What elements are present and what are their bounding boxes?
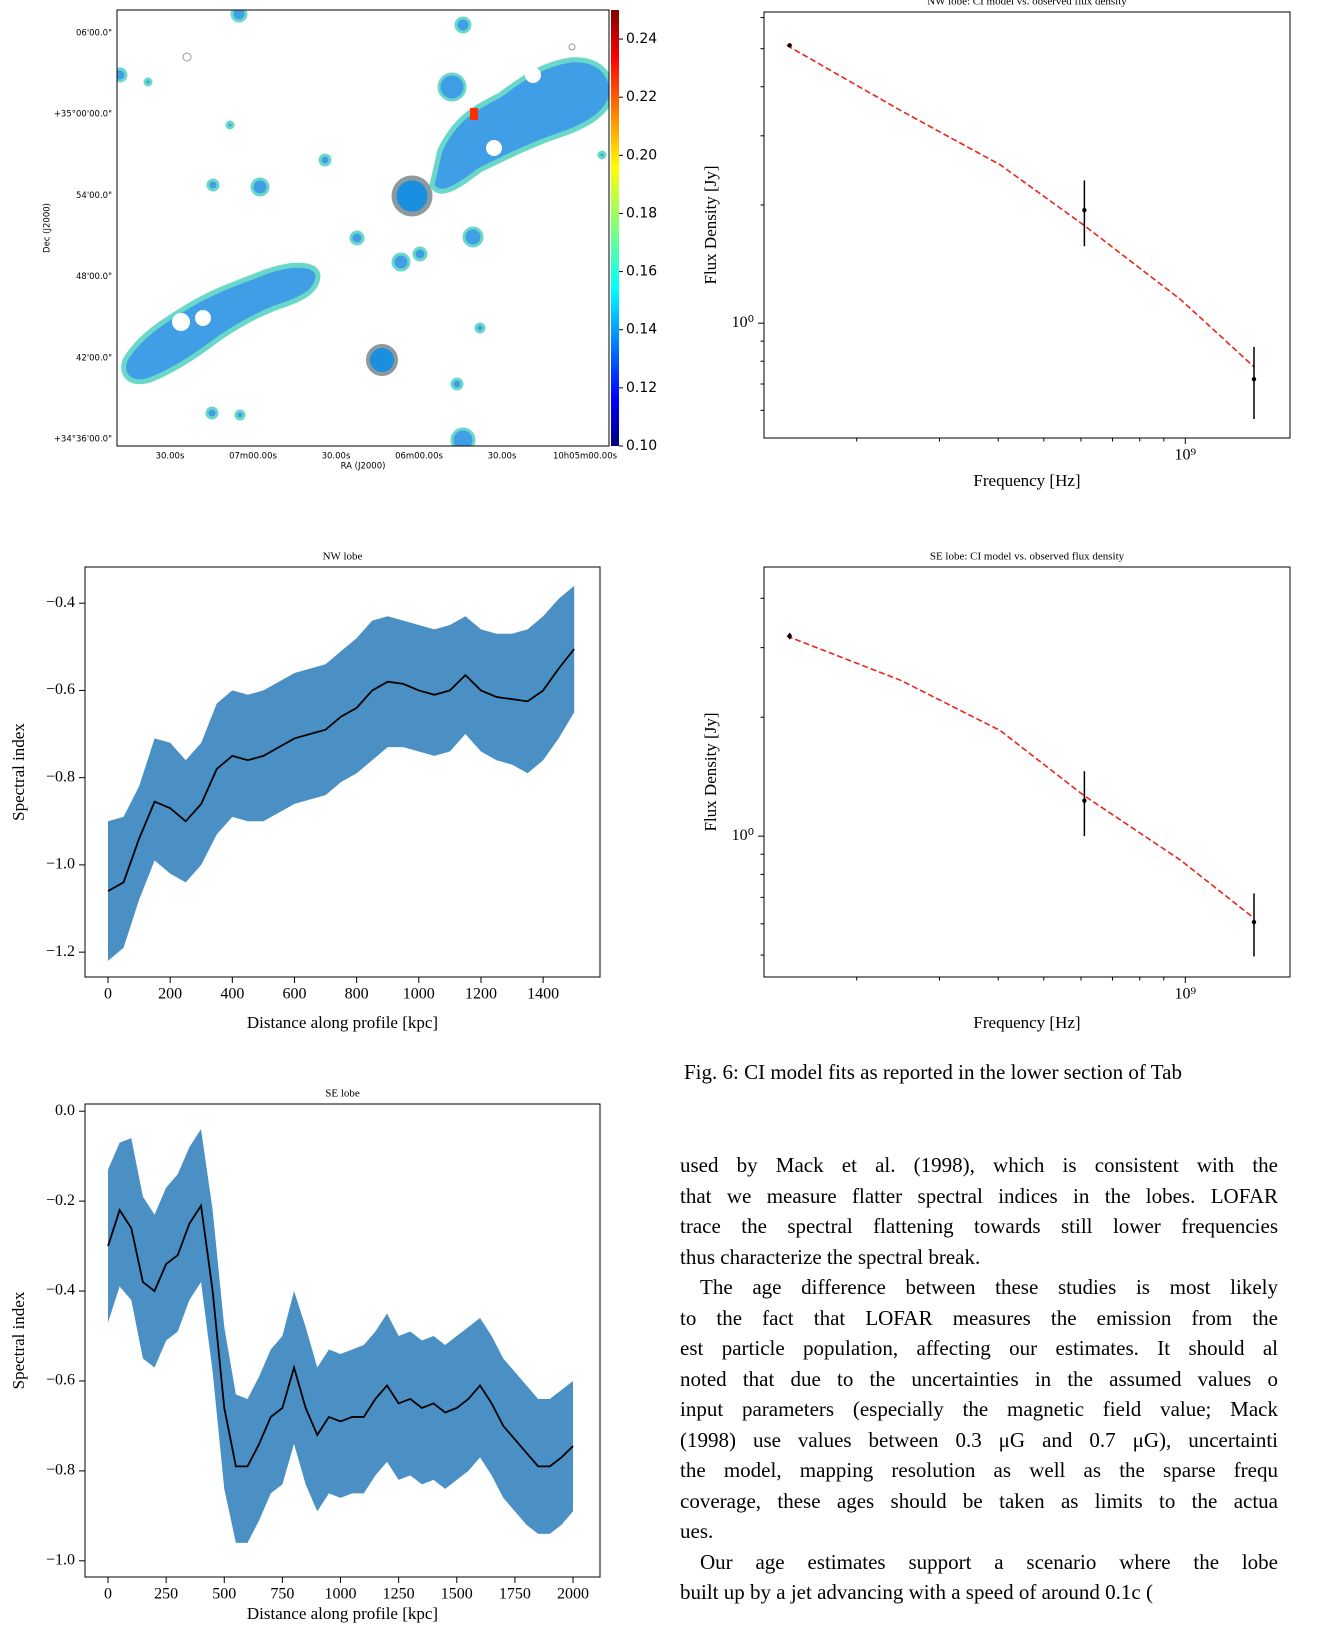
- data-point: [787, 43, 791, 47]
- y-tick-label: 48'00.0": [76, 272, 112, 282]
- x-tick-label: 1750: [499, 1586, 531, 1603]
- y-tick-label: 54'00.0": [76, 191, 112, 201]
- text-line: ues.: [680, 1516, 1278, 1547]
- x-tick-label: 1000: [403, 986, 435, 1003]
- colorbar-tick-label: 0.18: [626, 205, 657, 221]
- text-line: trace the spectral flattening towards st…: [680, 1211, 1278, 1242]
- x-tick-label: 30.00s: [488, 452, 517, 462]
- text-line: that we measure flatter spectral indices…: [680, 1181, 1278, 1212]
- x-tick-label: 250: [154, 1586, 178, 1603]
- colorbar-tick-label: 0.20: [626, 147, 657, 163]
- x-tick-label: 0: [104, 986, 112, 1003]
- body-text: used by Mack et al. (1998), which is con…: [680, 1150, 1278, 1608]
- y-tick-label: −1.0: [46, 856, 75, 873]
- y-tick-label: −0.2: [46, 1192, 75, 1209]
- x-tick-label: 400: [220, 986, 244, 1003]
- y-axis-label: Spectral index: [9, 1291, 28, 1389]
- plot-frame: [764, 12, 1290, 438]
- x-axis-label: Distance along profile [kpc]: [247, 1604, 438, 1623]
- y-tick-label: −0.4: [46, 1282, 75, 1299]
- colorbar-tick-label: 0.22: [626, 89, 657, 105]
- data-point: [1252, 377, 1256, 381]
- x-tick-label: 30.00s: [156, 452, 185, 462]
- text-line: est particle population, affecting our e…: [680, 1333, 1278, 1364]
- data-point: [1082, 208, 1086, 212]
- chart-title: NW lobe: CI model vs. observed flux dens…: [927, 0, 1127, 8]
- x-tick-label: 1000: [325, 1586, 357, 1603]
- figure-caption: Fig. 6: CI model fits as reported in the…: [684, 1060, 1182, 1085]
- plot-frame: [764, 567, 1290, 977]
- x-tick-label: 800: [345, 986, 369, 1003]
- text-line: coverage, these ages should be taken as …: [680, 1486, 1278, 1517]
- y-tick-label: −0.6: [46, 681, 75, 698]
- y-tick-label: 10⁰: [732, 314, 754, 331]
- y-axis-label: Flux Density [Jy]: [701, 166, 720, 285]
- text-line: (1998) use values between 0.3 μG and 0.7…: [680, 1425, 1278, 1456]
- uncertainty-band: [108, 586, 574, 961]
- x-tick-label: 10⁹: [1175, 447, 1197, 464]
- x-tick-label: 1500: [441, 1586, 473, 1603]
- chart-title: SE lobe: CI model vs. observed flux dens…: [930, 551, 1125, 563]
- x-tick-label: 07m00.00s: [229, 452, 277, 462]
- x-tick-label: 600: [282, 986, 306, 1003]
- chart-title: NW lobe: [323, 551, 363, 563]
- y-tick-label: +34°36'00.0": [54, 435, 112, 445]
- colorbar: [611, 10, 619, 446]
- x-tick-label: 1200: [465, 986, 497, 1003]
- x-axis-label: Distance along profile [kpc]: [247, 1013, 438, 1032]
- model-curve: [787, 45, 1254, 367]
- map-image: [114, 7, 612, 451]
- y-tick-label: 06'00.0": [76, 29, 112, 39]
- x-tick-label: 0: [104, 1586, 112, 1603]
- chart-title: SE lobe: [325, 1088, 360, 1100]
- x-tick-label: 2000: [557, 1586, 589, 1603]
- y-tick-label: −0.6: [46, 1372, 75, 1389]
- text-line: the model, mapping resolution as well as…: [680, 1455, 1278, 1486]
- x-tick-label: 10h05m00.00s: [553, 452, 618, 462]
- x-tick-label: 500: [212, 1586, 236, 1603]
- data-point: [787, 634, 791, 638]
- y-tick-label: −1.2: [46, 943, 75, 960]
- colorbar-tick-label: 0.12: [626, 380, 657, 396]
- colorbar-tick-label: 0.10: [626, 438, 657, 454]
- colorbar-tick-label: 0.24: [626, 31, 657, 47]
- y-axis-label: Dec (J2000): [43, 203, 53, 253]
- x-tick-label: 10⁹: [1175, 986, 1197, 1003]
- text-line: The age difference between these studies…: [680, 1272, 1278, 1303]
- y-tick-label: −1.0: [46, 1551, 75, 1568]
- colorbar-tick-label: 0.16: [626, 264, 657, 280]
- y-tick-label: 42'00.0": [76, 353, 112, 363]
- text-line: noted that due to the uncertainties in t…: [680, 1364, 1278, 1395]
- paper-page: 30.00s 07m00.00s 30.00s 06m00.00s 30.00s 10h0…: [0, 0, 1339, 1643]
- y-tick-label: 10⁰: [732, 827, 754, 844]
- colorbar-tick-label: 0.14: [626, 322, 657, 338]
- text-line: thus characterize the spectral break.: [680, 1242, 1278, 1273]
- model-curve: [787, 636, 1254, 918]
- y-axis-label: Spectral index: [9, 723, 28, 821]
- text-line: used by Mack et al. (1998), which is con…: [680, 1150, 1278, 1181]
- x-tick-label: 750: [270, 1586, 294, 1603]
- y-tick-label: −0.4: [46, 594, 75, 611]
- x-tick-label: 06m00.00s: [395, 452, 443, 462]
- y-tick-label: −0.8: [46, 768, 75, 785]
- data-point: [1252, 920, 1256, 924]
- x-axis-label: Frequency [Hz]: [973, 471, 1080, 490]
- x-tick-label: 30.00s: [322, 452, 351, 462]
- x-axis-label: Frequency [Hz]: [973, 1013, 1080, 1032]
- y-axis-label: Flux Density [Jy]: [701, 713, 720, 832]
- x-axis-label: RA (J2000): [341, 462, 386, 472]
- text-line: Our age estimates support a scenario whe…: [680, 1547, 1278, 1578]
- y-tick-label: +35°00'00.0": [54, 110, 112, 120]
- text-line: input parameters (especially the magneti…: [680, 1394, 1278, 1425]
- y-tick-label: 0.0: [55, 1102, 75, 1119]
- text-line: built up by a jet advancing with a speed…: [680, 1577, 1278, 1608]
- x-tick-label: 200: [158, 986, 182, 1003]
- y-tick-label: −0.8: [46, 1462, 75, 1479]
- text-line: to the fact that LOFAR measures the emis…: [680, 1303, 1278, 1334]
- x-tick-label: 1400: [527, 986, 559, 1003]
- uncertainty-band: [108, 1129, 573, 1543]
- data-point: [1082, 798, 1086, 802]
- x-tick-label: 1250: [383, 1586, 415, 1603]
